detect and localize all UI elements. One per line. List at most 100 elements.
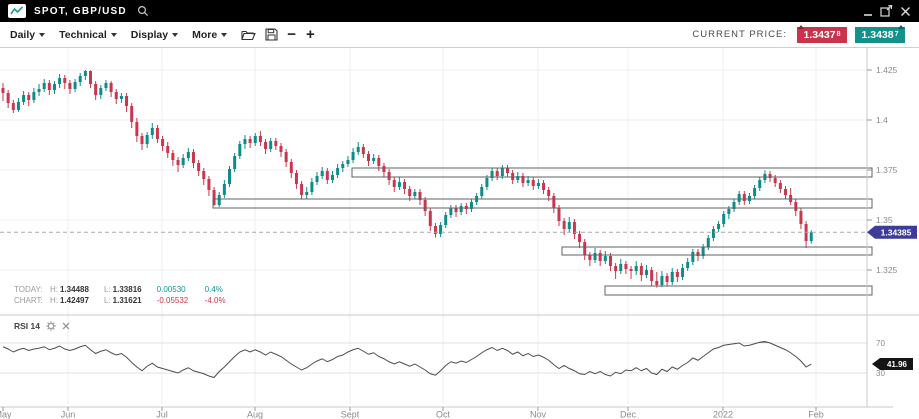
- candle-body: [186, 152, 190, 158]
- candle-body: [444, 215, 448, 225]
- candle-body: [155, 128, 159, 139]
- candle-body: [593, 253, 597, 260]
- range-box-annotation[interactable]: [212, 198, 873, 209]
- zoom-out-button[interactable]: −: [287, 26, 296, 43]
- candle-body: [73, 82, 77, 89]
- candle-body: [608, 256, 612, 266]
- axis-label: 1.425: [876, 65, 898, 75]
- chevron-down-icon: [110, 33, 117, 37]
- save-icon[interactable]: [265, 28, 278, 41]
- candle-body: [94, 84, 98, 95]
- candle-body: [413, 192, 417, 196]
- candle-body: [469, 202, 473, 209]
- candle-body: [310, 182, 314, 192]
- candle-body: [768, 174, 772, 178]
- candle-body: [634, 266, 638, 271]
- candle-body: [526, 180, 530, 183]
- open-folder-icon[interactable]: [241, 29, 257, 41]
- candle-body: [578, 234, 582, 242]
- candle-body: [423, 200, 427, 211]
- menu-timeframe-label: Daily: [10, 28, 36, 41]
- candle-body: [145, 135, 149, 144]
- candle-body: [238, 144, 242, 156]
- chevron-down-icon: [172, 33, 179, 37]
- candle-body: [670, 272, 674, 282]
- menu-timeframe[interactable]: Daily: [10, 28, 46, 41]
- candle-body: [660, 276, 664, 285]
- candle-body: [336, 168, 340, 175]
- candle-body: [403, 182, 407, 189]
- bid-price-badge[interactable]: 1.3437 8: [797, 24, 847, 43]
- axis-label: Jun: [61, 410, 76, 419]
- candle-body: [228, 169, 232, 184]
- chart-label: CHART:: [14, 296, 43, 305]
- close-icon[interactable]: [62, 322, 70, 330]
- popout-button[interactable]: [880, 5, 893, 17]
- candle-body: [197, 163, 201, 171]
- axis-label: May: [0, 410, 12, 419]
- candle-body: [47, 83, 51, 90]
- candle-body: [42, 83, 46, 89]
- candle-body: [696, 252, 700, 256]
- toolbar: Daily Technical Display More − + CURRENT…: [0, 22, 919, 48]
- candle-body: [27, 95, 31, 100]
- candle-body: [439, 225, 443, 234]
- candle-body: [382, 166, 386, 172]
- candle-body: [130, 106, 134, 122]
- candle-body: [63, 78, 67, 83]
- candle-body: [78, 76, 82, 82]
- axis-label: Jul: [156, 410, 168, 419]
- chart-high-value: 1.42497: [60, 296, 89, 305]
- candle-body: [315, 176, 319, 182]
- candle-body: [264, 142, 268, 149]
- current-price-label: CURRENT PRICE:: [692, 29, 787, 40]
- candle-body: [233, 156, 237, 169]
- candle-body: [202, 171, 206, 179]
- candle-body: [11, 103, 15, 110]
- candle-body: [372, 158, 376, 161]
- candle-body: [542, 183, 546, 190]
- candle-body: [681, 268, 685, 277]
- axis-label: 2022: [713, 410, 733, 419]
- search-icon[interactable]: [137, 5, 149, 17]
- axis-label: Dec: [620, 410, 637, 419]
- candle-body: [361, 147, 365, 154]
- candle-body: [351, 152, 355, 160]
- candle-body: [433, 226, 437, 234]
- candle-body: [83, 71, 87, 76]
- candle-body: [418, 192, 422, 200]
- range-box-annotation[interactable]: [561, 246, 873, 256]
- candle-body: [119, 96, 123, 99]
- candle-body: [269, 141, 273, 149]
- ask-price-badge[interactable]: 1.3438 7: [855, 24, 905, 43]
- candle-body: [480, 187, 484, 196]
- chart-app-icon: [8, 4, 26, 18]
- minimize-button[interactable]: [863, 5, 873, 17]
- candle-body: [614, 266, 618, 271]
- zoom-in-button[interactable]: +: [305, 26, 315, 43]
- range-box-annotation[interactable]: [604, 285, 873, 296]
- candle-body: [243, 139, 247, 144]
- axis-label: Feb: [808, 410, 824, 419]
- menu-more[interactable]: More: [192, 29, 228, 41]
- candle-body: [758, 180, 762, 188]
- candle-body: [258, 136, 262, 142]
- candle-body: [557, 208, 561, 221]
- chart-stats-row: CHART: H: 1.42497 L: 1.31621 -0.05532 -4…: [14, 295, 235, 306]
- candle-body: [356, 147, 360, 152]
- candle-body: [217, 195, 221, 205]
- close-button[interactable]: [900, 6, 911, 17]
- menu-technical[interactable]: Technical: [59, 29, 117, 41]
- axis-label: Aug: [247, 410, 263, 419]
- candle-body: [207, 179, 211, 190]
- menu-display[interactable]: Display: [131, 29, 179, 41]
- range-box-annotation[interactable]: [351, 167, 873, 178]
- axis-label: Nov: [530, 410, 547, 419]
- candle-body: [547, 190, 551, 196]
- candle-body: [346, 160, 350, 164]
- candle-body: [325, 171, 329, 180]
- gear-icon[interactable]: [46, 321, 56, 331]
- menu-technical-label: Technical: [59, 28, 107, 41]
